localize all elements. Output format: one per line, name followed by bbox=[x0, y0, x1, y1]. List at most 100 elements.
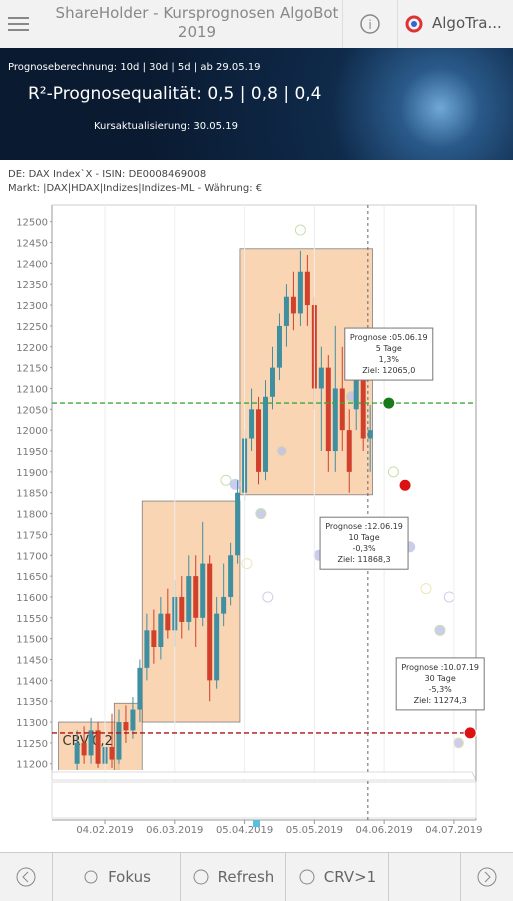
candle-body bbox=[179, 596, 185, 622]
top-bar: ShareHolder - Kursprognosen AlgoBot 2019… bbox=[0, 0, 513, 49]
calc-info: Prognoseberechnung: 10d | 30d | 5d | ab … bbox=[8, 62, 261, 73]
y-tick-label: 12200 bbox=[16, 343, 48, 354]
y-tick-label: 11600 bbox=[16, 593, 48, 604]
forecast-point bbox=[398, 478, 412, 492]
y-tick-label: 11750 bbox=[16, 530, 48, 541]
next-button[interactable] bbox=[460, 853, 513, 901]
x-tick-label: 05.05.2019 bbox=[286, 825, 343, 836]
callout bbox=[344, 327, 434, 381]
candle-body bbox=[353, 367, 359, 410]
callout-text: 1,3% bbox=[379, 355, 400, 364]
candle-body bbox=[109, 747, 115, 760]
y-tick-label: 12300 bbox=[16, 301, 48, 312]
y-tick-label: 12250 bbox=[16, 322, 48, 333]
y-tick-label: 11850 bbox=[16, 489, 48, 500]
candle-body bbox=[214, 613, 220, 681]
candle-body bbox=[95, 730, 101, 764]
y-tick-label: 11550 bbox=[16, 614, 48, 625]
candle-body bbox=[144, 630, 150, 668]
history-point bbox=[220, 474, 232, 486]
history-point bbox=[325, 316, 337, 328]
candle-body bbox=[207, 563, 213, 681]
callout-text: -0,3% bbox=[352, 544, 376, 553]
candle-body bbox=[193, 576, 199, 618]
candle-body bbox=[346, 430, 352, 472]
candle-body bbox=[304, 271, 310, 306]
y-tick-label: 12350 bbox=[16, 280, 48, 291]
callout-text: Ziel: 11274,3 bbox=[414, 696, 467, 705]
history-point bbox=[443, 591, 455, 603]
history-point bbox=[241, 558, 253, 570]
candle-body bbox=[263, 396, 269, 472]
candle-body bbox=[200, 563, 206, 618]
crv-button[interactable]: CRV>1 bbox=[286, 853, 389, 901]
x-tick-label: 05.04.2019 bbox=[216, 825, 273, 836]
y-tick-label: 11400 bbox=[16, 676, 48, 687]
candle-body bbox=[88, 730, 94, 756]
instrument-info: DE: DAX Index`X - ISIN: DE0008469008 Mark… bbox=[8, 168, 262, 196]
callout-text: Ziel: 12065,0 bbox=[362, 366, 415, 375]
refresh-button[interactable]: Refresh bbox=[181, 853, 286, 901]
y-tick-label: 11450 bbox=[16, 656, 48, 667]
prev-button[interactable] bbox=[0, 853, 53, 901]
callout-text: Prognose :05.06.19 bbox=[350, 333, 428, 342]
nav-label: Refresh bbox=[217, 868, 275, 886]
candle-body bbox=[318, 367, 324, 389]
callout-text: Ziel: 11868,3 bbox=[337, 555, 390, 564]
candle-body bbox=[81, 742, 87, 756]
lower-panel bbox=[51, 781, 477, 819]
menu-icon[interactable] bbox=[5, 9, 35, 39]
brand-name: AlgoTra... bbox=[432, 14, 502, 32]
svg-text:i: i bbox=[368, 18, 371, 32]
y-tick-label: 11500 bbox=[16, 635, 48, 646]
candle-body bbox=[130, 709, 136, 731]
candle-body bbox=[360, 367, 366, 439]
history-point bbox=[294, 224, 306, 236]
y-tick-label: 12000 bbox=[16, 426, 48, 437]
candle-body bbox=[74, 742, 80, 764]
history-point bbox=[434, 624, 446, 636]
tear bbox=[51, 770, 477, 781]
callout-text: 30 Tage bbox=[425, 674, 456, 683]
candle-body bbox=[269, 367, 275, 397]
candle-body bbox=[228, 555, 234, 597]
y-tick-label: 11800 bbox=[16, 510, 48, 521]
callout-text: 5 Tage bbox=[376, 344, 402, 353]
callout-text: Prognose :10.07.19 bbox=[401, 663, 479, 672]
app-title: ShareHolder - Kursprognosen AlgoBot 2019 bbox=[55, 4, 339, 41]
y-tick-label: 11650 bbox=[16, 572, 48, 583]
history-point bbox=[255, 508, 267, 520]
callout bbox=[395, 657, 485, 711]
y-tick-label: 11950 bbox=[16, 447, 48, 458]
nav-label: Fokus bbox=[108, 868, 151, 886]
y-tick-label: 11350 bbox=[16, 697, 48, 708]
nav-label: CRV>1 bbox=[323, 868, 377, 886]
y-tick-label: 12450 bbox=[16, 239, 48, 250]
candle-body bbox=[221, 596, 227, 614]
x-tick-label: 04.07.2019 bbox=[425, 825, 482, 836]
y-tick-label: 12050 bbox=[16, 405, 48, 416]
focus-button[interactable]: Fokus bbox=[53, 853, 181, 901]
candle-body bbox=[256, 409, 262, 472]
info-button[interactable]: i bbox=[342, 0, 398, 48]
candle-body bbox=[186, 576, 192, 622]
candle-body bbox=[283, 296, 289, 326]
history-point bbox=[276, 445, 288, 457]
info-line: Markt: |DAX|HDAX|Indizes|Indizes-ML - Wä… bbox=[8, 183, 263, 194]
scroll-marker bbox=[253, 820, 260, 827]
candle-body bbox=[123, 722, 129, 731]
candle-body bbox=[137, 667, 143, 710]
callout-text: -5,3% bbox=[429, 685, 453, 694]
candle-body bbox=[165, 613, 171, 631]
y-tick-label: 11700 bbox=[16, 551, 48, 562]
y-tick-label: 12500 bbox=[16, 218, 48, 229]
callout-text: Prognose :12.06.19 bbox=[325, 522, 403, 531]
candle-body bbox=[151, 630, 157, 647]
candle-body bbox=[235, 492, 241, 556]
candle-body bbox=[116, 722, 122, 760]
forecast-point bbox=[382, 396, 396, 410]
callout-text: 10 Tage bbox=[348, 533, 379, 542]
history-point bbox=[387, 466, 399, 478]
candle-body bbox=[297, 271, 303, 314]
x-tick-label: 04.06.2019 bbox=[355, 825, 412, 836]
